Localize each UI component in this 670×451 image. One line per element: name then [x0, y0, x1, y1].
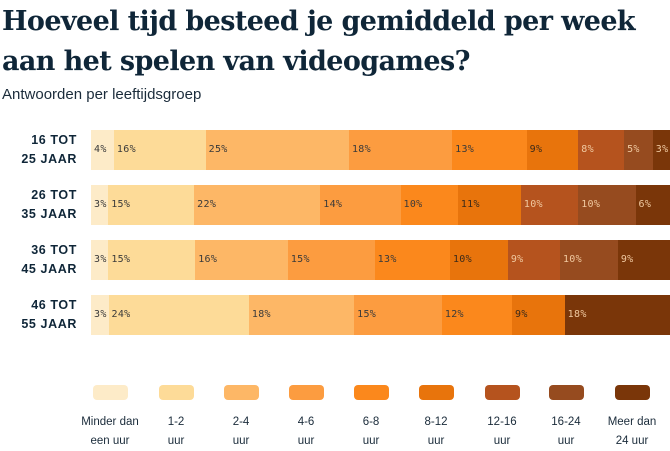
bar-segment: 15%: [108, 240, 196, 280]
legend-label-line: uur: [297, 435, 315, 447]
legend-label: 1-2 uur: [141, 413, 211, 451]
legend-item: 4-6 uur: [271, 385, 341, 451]
bar-segment: 3%: [91, 295, 109, 335]
chart-title: Hoeveel tijd besteed je gemiddeld per we…: [2, 6, 636, 77]
legend-item: 1-2 uur: [141, 385, 211, 451]
bar-segment: 10%: [449, 240, 508, 280]
legend-label-line: 16-24: [551, 416, 581, 428]
legend-label-line: 12-16: [487, 416, 517, 428]
bar-segment: 3%: [91, 240, 109, 280]
row-label-line: 16 TOT: [31, 133, 77, 147]
bar-segment: 22%: [194, 185, 321, 225]
bar-segment: 16%: [195, 240, 288, 280]
row-label-line: 45 JAAR: [21, 262, 77, 276]
legend-label-line: 1-2: [167, 416, 185, 428]
legend-swatch: [353, 385, 389, 400]
legend-label-line: 6-8: [362, 416, 380, 428]
legend-swatch: [548, 385, 584, 400]
bar-segment: 9%: [507, 240, 560, 280]
row-label: 26 TOT 35 JAAR: [0, 186, 77, 224]
legend-label: 2-4 uur: [206, 413, 276, 451]
legend-swatch: [288, 385, 324, 400]
legend-label-line: 4-6: [297, 416, 315, 428]
legend-label-line: uur: [427, 435, 445, 447]
bar-segment: 10%: [559, 240, 618, 280]
bar-segment: 15%: [287, 240, 375, 280]
legend-item: 8-12 uur: [401, 385, 471, 451]
legend-swatch: [92, 385, 128, 400]
bar-segment: 5%: [624, 130, 653, 170]
legend-label-line: 24 uur: [615, 435, 649, 447]
legend-label-line: uur: [232, 435, 250, 447]
bar-segment: 13%: [374, 240, 450, 280]
bar-segment: 15%: [108, 185, 195, 225]
legend-label-line: uur: [362, 435, 380, 447]
legend-item: 2-4 uur: [206, 385, 276, 451]
legend-swatch: [418, 385, 454, 400]
legend-label-line: uur: [493, 435, 511, 447]
bar-segment: 15%: [354, 295, 442, 335]
chart-subtitle: Antwoorden per leeftijdsgroep: [2, 86, 202, 103]
legend-swatch: [158, 385, 194, 400]
legend-label-line: 2-4: [232, 416, 250, 428]
bar-segment: 18%: [348, 130, 453, 170]
row-label: 16 TOT 25 JAAR: [0, 131, 77, 169]
legend-item: 12-16 uur: [467, 385, 537, 451]
legend-item: 16-24 uur: [531, 385, 601, 451]
bar-segment: 10%: [400, 185, 458, 225]
bar-segment: 3%: [91, 185, 109, 225]
legend-swatch: [484, 385, 520, 400]
row-label-line: 35 JAAR: [21, 207, 77, 221]
row-label: 36 TOT 45 JAAR: [0, 241, 77, 279]
bar-segment: 3%: [652, 130, 670, 170]
legend-item: 6-8 uur: [336, 385, 406, 451]
row-label-line: 55 JAAR: [21, 317, 77, 331]
bar-segment: 11%: [457, 185, 521, 225]
legend-label-line: Minder dan: [81, 416, 139, 428]
bar-segment: 16%: [113, 130, 206, 170]
bar-segment: 18%: [564, 295, 670, 335]
bar-segment: 9%: [617, 240, 670, 280]
bar-segment: 9%: [512, 295, 565, 335]
bar-segment: 12%: [441, 295, 513, 335]
row-label-line: 26 TOT: [31, 188, 77, 202]
bar-segment: 25%: [205, 130, 349, 170]
bar-segment: 13%: [452, 130, 527, 170]
stacked-bar: 3% 24% 18% 15% 12% 9% 18%: [91, 295, 670, 335]
legend-swatch: [223, 385, 259, 400]
legend-label-line: Meer dan: [607, 416, 657, 428]
stacked-bar: 3% 15% 16% 15% 13% 10% 9% 10% 9%: [91, 240, 670, 280]
bar-segment: 8%: [578, 130, 625, 170]
legend-label: Meer dan 24 uur: [597, 413, 667, 451]
bar-segment: 4%: [91, 130, 114, 170]
legend-label: Minder dan een uur: [75, 413, 145, 451]
bar-segment: 10%: [578, 185, 636, 225]
legend-item: Meer dan 24 uur: [597, 385, 667, 451]
legend-label: 4-6 uur: [271, 413, 341, 451]
stacked-bar: 4% 16% 25% 18% 13% 9% 8% 5% 3%: [91, 130, 670, 170]
row-label-line: 36 TOT: [31, 243, 77, 257]
bar-segment: 9%: [526, 130, 579, 170]
legend-label-line: 8-12: [424, 416, 448, 428]
bar-segment: 10%: [520, 185, 579, 225]
legend-label: 8-12 uur: [401, 413, 471, 451]
legend-item: Minder dan een uur: [75, 385, 145, 451]
row-label-line: 46 TOT: [31, 298, 77, 312]
stacked-bar: 3% 15% 22% 14% 10% 11% 10% 10% 6%: [91, 185, 670, 225]
legend-label-line: uur: [167, 435, 185, 447]
row-label: 46 TOT 55 JAAR: [0, 296, 77, 334]
legend-label: 6-8 uur: [336, 413, 406, 451]
bar-segment: 6%: [635, 185, 670, 225]
row-label-line: 25 JAAR: [21, 152, 77, 166]
legend-swatch: [614, 385, 650, 400]
bar-segment: 18%: [248, 295, 355, 335]
legend-label: 16-24 uur: [531, 413, 601, 451]
legend-label: 12-16 uur: [467, 413, 537, 451]
legend-label-line: een uur: [90, 435, 130, 447]
bar-segment: 24%: [108, 295, 249, 335]
legend-label-line: uur: [557, 435, 575, 447]
bar-segment: 14%: [320, 185, 401, 225]
